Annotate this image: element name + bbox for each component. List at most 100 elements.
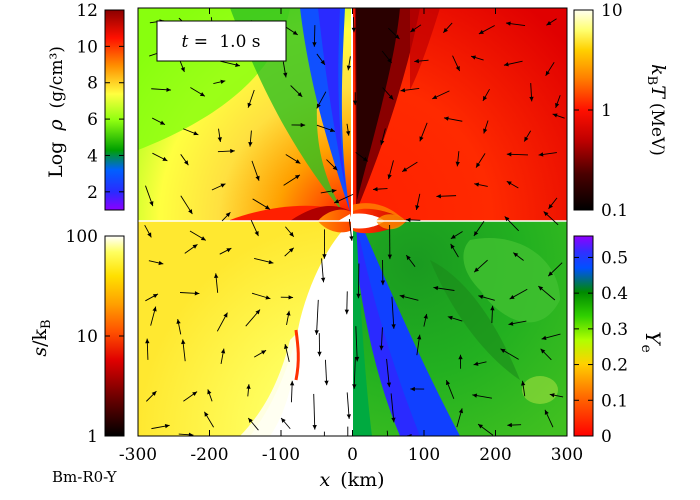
velocity-arrow-head: [176, 319, 181, 324]
velocity-arrow-head: [247, 102, 252, 108]
velocity-arrow-head: [356, 293, 361, 299]
plot-area: [138, 8, 567, 455]
svg-text:t = 1.0 s: t = 1.0 s: [181, 32, 260, 52]
velocity-arrow-head: [541, 335, 547, 340]
velocity-arrow-head: [548, 271, 554, 277]
density-tick-label: 8: [87, 74, 98, 94]
velocity-arrow-head: [248, 417, 253, 423]
velocity-arrow-head: [316, 103, 321, 109]
velocity-arrow-head: [149, 201, 154, 207]
velocity-arrow-head: [406, 255, 411, 261]
velocity-arrow-head: [322, 450, 326, 455]
velocity-arrow-head: [346, 65, 352, 71]
velocity-arrow-head: [329, 127, 335, 133]
velocity-arrow-head: [419, 136, 424, 142]
velocity-arrow: [390, 393, 395, 423]
velocity-arrow-head: [320, 59, 325, 65]
velocity-arrow-head: [246, 384, 251, 389]
ye-tick-label: 0.2: [601, 356, 628, 376]
ye-tick-label: 0: [601, 427, 612, 447]
velocity-arrow-head: [507, 422, 512, 428]
velocity-arrow-head: [423, 313, 428, 319]
entropy-colorbar: 100 10 1 s/kB: [29, 227, 125, 447]
velocity-arrow-head: [379, 345, 384, 351]
model-label: Bm-R0-Y: [52, 468, 118, 486]
density-tick-label: 10: [76, 37, 98, 57]
ye-tick-label: 0.3: [601, 320, 628, 340]
velocity-arrow-head: [192, 391, 198, 397]
velocity-arrow: [353, 356, 356, 389]
velocity-arrow-head: [184, 160, 189, 166]
velocity-arrow-head: [295, 159, 301, 164]
velocity-arrow-head: [346, 414, 352, 419]
velocity-arrow-head: [344, 309, 350, 315]
density-label-prefix: Log: [45, 142, 67, 178]
velocity-arrow-head: [482, 95, 488, 101]
velocity-arrow-head: [509, 294, 515, 300]
density-tick-label: 4: [87, 146, 98, 166]
velocity-arrow-head: [478, 294, 484, 300]
temperature-label-sub: B: [644, 76, 659, 86]
x-axis-label-unit: (km): [340, 469, 384, 491]
velocity-arrow-head: [352, 384, 357, 389]
density-label-var: ρ: [45, 119, 67, 132]
velocity-arrow-head: [478, 424, 483, 429]
svg-text:s/kB: s/kB: [29, 319, 54, 356]
entropy-label-var: s: [29, 347, 51, 357]
velocity-arrow-head: [455, 161, 460, 167]
time-value: 1.0 s: [219, 32, 260, 52]
velocity-arrow-head: [399, 294, 405, 299]
velocity-arrow-head: [331, 188, 337, 194]
velocity-arrow-head: [388, 94, 394, 100]
velocity-arrow-head: [349, 236, 354, 241]
svg-text:Ye: Ye: [638, 331, 665, 353]
velocity-arrow-head: [544, 409, 549, 415]
velocity-arrow-head: [220, 79, 226, 84]
ye-tick-label: 0.5: [601, 248, 628, 268]
velocity-arrow-head: [458, 408, 464, 414]
velocity-arrow-head: [540, 348, 546, 354]
velocity-vectors: [144, 17, 565, 455]
velocity-arrow-head: [255, 309, 261, 315]
velocity-arrow-head: [322, 254, 327, 259]
velocity-arrow-head: [332, 165, 338, 171]
velocity-arrow-head: [281, 418, 286, 423]
velocity-arrow-head: [490, 305, 495, 311]
ye-label-var: Y: [641, 331, 665, 346]
velocity-arrow-head: [474, 267, 479, 273]
temperature-tick-label: 0.1: [601, 201, 628, 221]
velocity-arrow-head: [220, 348, 226, 354]
svg-text:Log ρ (g/cm³): Log ρ (g/cm³): [45, 46, 67, 178]
velocity-arrow-head: [324, 380, 329, 386]
velocity-arrow-head: [387, 254, 393, 260]
velocity-arrow-head: [199, 92, 205, 97]
velocity-arrow: [313, 393, 316, 430]
velocity-arrow-head: [292, 30, 298, 35]
velocity-arrow-head: [506, 152, 512, 157]
velocity-arrow-head: [254, 231, 259, 237]
velocity-arrow-head: [538, 152, 544, 157]
velocity-arrow-head: [400, 88, 406, 93]
velocity-arrow-head: [443, 27, 448, 33]
temperature-tick-label: 10: [601, 1, 623, 21]
time-label-box: t = 1.0 s: [156, 20, 287, 62]
velocity-arrow-head: [503, 62, 509, 67]
velocity-arrow: [316, 299, 319, 335]
velocity-arrow-head: [214, 273, 219, 279]
velocity-arrow-head: [506, 181, 512, 186]
velocity-arrow-head: [543, 211, 549, 217]
velocity-arrow-head: [200, 236, 206, 241]
velocity-arrow-head: [387, 58, 392, 63]
velocity-arrow-head: [288, 295, 294, 300]
velocity-arrow-head: [443, 116, 449, 121]
x-tick-label: -100: [262, 445, 300, 465]
velocity-arrow-head: [391, 324, 396, 329]
velocity-arrow-head: [297, 92, 303, 97]
velocity-arrow-head: [436, 194, 441, 199]
velocity-arrow-head: [450, 234, 456, 239]
velocity-arrow-head: [433, 285, 439, 291]
density-tick-label: 2: [87, 183, 98, 203]
velocity-arrow-head: [415, 205, 420, 210]
velocity-arrow-head: [255, 175, 260, 181]
